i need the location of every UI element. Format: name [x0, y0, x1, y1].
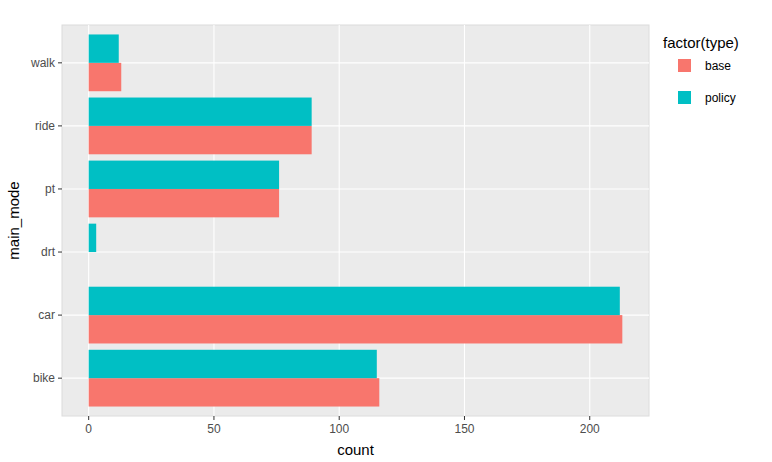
tick-label: pt: [45, 182, 56, 196]
legend-label: base: [705, 59, 731, 73]
tick-mark: [58, 315, 62, 316]
tick-mark: [58, 125, 62, 126]
tick-label: walk: [30, 56, 56, 70]
tick-label: 100: [329, 422, 349, 436]
bar: [89, 315, 623, 343]
tick-mark: [58, 62, 62, 63]
bar: [89, 161, 279, 189]
y-axis-title: main_mode: [5, 181, 22, 259]
tick-label: 150: [454, 422, 474, 436]
tick-label: ride: [35, 119, 55, 133]
tick-label: drt: [41, 245, 56, 259]
legend-key: [678, 91, 691, 104]
tick-label: 200: [580, 422, 600, 436]
tick-mark: [589, 416, 590, 420]
tick-mark: [339, 416, 340, 420]
bar: [89, 287, 620, 315]
bar: [89, 98, 312, 126]
grid-line: [62, 251, 649, 252]
tick-mark: [58, 252, 62, 253]
tick-label: 0: [85, 422, 92, 436]
bar: [89, 63, 122, 91]
bar: [89, 34, 119, 62]
chart-container: 0 50 100 150 200 bike car drt pt ride walk count mai…: [0, 0, 772, 462]
tick-label: car: [38, 308, 55, 322]
bar: [89, 378, 380, 406]
bar: [89, 189, 279, 217]
x-axis-title: count: [337, 441, 375, 458]
tick-mark: [58, 188, 62, 189]
bar: [89, 224, 97, 252]
tick-mark: [213, 416, 214, 420]
legend-key: [678, 59, 691, 72]
tick-label: bike: [33, 371, 55, 385]
plot-panel: [62, 25, 649, 416]
bars: [89, 34, 623, 406]
bar: [89, 350, 377, 378]
tick-label: 50: [207, 422, 221, 436]
legend-label: policy: [705, 91, 736, 105]
legend-title: factor(type): [663, 34, 739, 51]
bar: [88, 252, 89, 280]
bar: [89, 126, 312, 154]
grid-line: [589, 25, 590, 416]
tick-mark: [464, 416, 465, 420]
grid-line: [62, 62, 649, 63]
grid-line: [464, 25, 465, 416]
tick-mark: [58, 378, 62, 379]
chart-svg: 0 50 100 150 200 bike car drt pt ride walk count mai…: [0, 0, 772, 462]
tick-mark: [88, 416, 89, 420]
